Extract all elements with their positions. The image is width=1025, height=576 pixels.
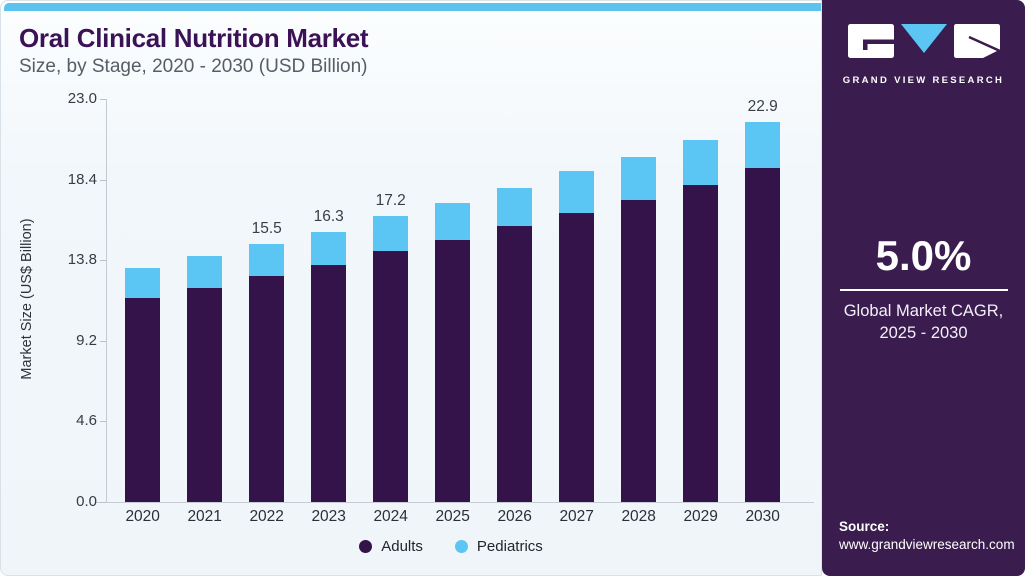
bar-segment-pediatrics-2020 <box>125 268 161 298</box>
bar-segment-pediatrics-2029 <box>683 140 719 185</box>
brand-name: GRAND VIEW RESEARCH <box>842 75 1005 86</box>
bar-segment-pediatrics-2024 <box>373 216 409 251</box>
y-tick-mark <box>100 179 106 181</box>
y-tick-mark <box>100 502 106 503</box>
x-tick-label-2021: 2021 <box>187 508 222 525</box>
source-block: Source: www.grandviewresearch.com <box>839 519 1015 552</box>
cagr-caption-line1: Global Market CAGR, <box>843 302 1004 320</box>
x-tick-label-2020: 2020 <box>125 508 160 525</box>
source-label: Source: <box>839 519 890 534</box>
x-tick-label-2023: 2023 <box>311 508 346 525</box>
bar-value-label-2024: 17.2 <box>375 192 406 209</box>
y-tick-label: 13.8 <box>67 251 97 269</box>
logo-v-icon <box>900 24 947 53</box>
y-axis-title: Market Size (US$ Billion) <box>19 218 35 380</box>
page-title: Oral Clinical Nutrition Market <box>19 23 369 53</box>
bar-segment-adults-2023 <box>311 265 347 502</box>
bar-segment-pediatrics-2026 <box>497 188 533 226</box>
x-tick-label-2027: 2027 <box>559 508 594 525</box>
legend-dot-pediatrics-icon <box>454 540 468 553</box>
bar-segment-pediatrics-2027 <box>559 171 595 213</box>
legend-label-adults: Adults <box>381 538 423 555</box>
x-tick-label-2028: 2028 <box>621 508 656 525</box>
cagr-value: 5.0% <box>875 232 972 279</box>
bar-segment-adults-2030 <box>745 168 781 502</box>
legend-label-pediatrics: Pediatrics <box>476 538 543 555</box>
x-tick-label-2030: 2030 <box>745 508 780 525</box>
brand-panel: GRAND VIEW RESEARCH 5.0% Global Market C… <box>822 0 1025 576</box>
y-tick-label: 4.6 <box>76 412 97 430</box>
legend-dot-adults-icon <box>359 540 373 553</box>
bar-segment-pediatrics-2028 <box>621 157 657 200</box>
bar-segment-adults-2024 <box>373 251 409 502</box>
y-tick-label: 0.0 <box>76 493 97 510</box>
legend-item-pediatrics: Pediatrics <box>454 538 543 555</box>
bar-segment-adults-2029 <box>683 185 719 502</box>
cagr-divider <box>839 289 1008 291</box>
x-axis-line <box>96 502 814 503</box>
bar-value-label-2030: 22.9 <box>747 98 778 115</box>
x-tick-label-2024: 2024 <box>373 508 408 525</box>
bar-segment-pediatrics-2022 <box>249 244 285 276</box>
y-tick-mark <box>100 421 106 423</box>
bar-segment-adults-2025 <box>435 240 471 502</box>
y-axis-line <box>106 99 107 502</box>
bar-segment-pediatrics-2021 <box>187 256 223 288</box>
legend-item-adults: Adults <box>359 538 423 555</box>
logo-g-icon <box>847 24 894 58</box>
y-tick-mark <box>100 340 106 342</box>
y-tick-label: 9.2 <box>76 331 97 349</box>
bar-segment-pediatrics-2030 <box>745 122 781 168</box>
bar-segment-adults-2028 <box>621 200 657 502</box>
y-tick-mark <box>100 99 106 100</box>
bar-segment-pediatrics-2025 <box>435 203 471 240</box>
bar-segment-adults-2027 <box>559 213 595 502</box>
y-tick-label: 18.4 <box>67 170 97 188</box>
top-accent-bar <box>4 3 821 11</box>
bar-segment-adults-2021 <box>187 288 223 502</box>
cagr-caption-line2: 2025 - 2030 <box>879 324 968 343</box>
page-subtitle: Size, by Stage, 2020 - 2030 (USD Billion… <box>19 56 368 77</box>
x-tick-label-2022: 2022 <box>249 508 284 525</box>
chart-card: Oral Clinical Nutrition Market Size, by … <box>0 0 822 576</box>
bar-segment-adults-2020 <box>125 298 161 502</box>
y-tick-mark <box>100 260 106 262</box>
x-tick-label-2025: 2025 <box>435 508 470 525</box>
bar-segment-adults-2022 <box>249 276 285 502</box>
x-tick-label-2026: 2026 <box>497 508 532 525</box>
source-url: www.grandviewresearch.com <box>839 537 1015 552</box>
bar-segment-pediatrics-2023 <box>311 232 347 265</box>
legend: Adults Pediatrics <box>106 538 796 555</box>
bar-value-label-2022: 15.5 <box>251 220 282 237</box>
logo-r-icon <box>953 24 1000 58</box>
y-tick-label: 23.0 <box>67 90 97 107</box>
bar-segment-adults-2026 <box>497 226 533 502</box>
gvr-logo-icon <box>847 24 1000 58</box>
bar-value-label-2023: 16.3 <box>313 208 344 225</box>
x-tick-label-2029: 2029 <box>683 508 718 525</box>
cagr-block: 5.0% Global Market CAGR, 2025 - 2030 <box>822 232 1025 345</box>
